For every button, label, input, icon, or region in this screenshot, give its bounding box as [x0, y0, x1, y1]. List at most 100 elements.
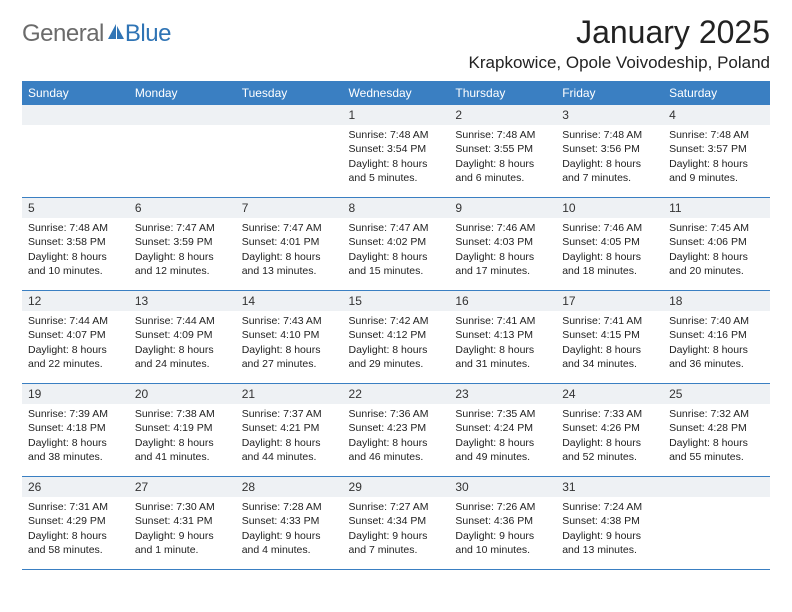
title-block: January 2025 Krapkowice, Opole Voivodesh… — [469, 14, 770, 73]
sunset-text: Sunset: 4:15 PM — [562, 328, 657, 342]
sunrise-text: Sunrise: 7:48 AM — [28, 221, 123, 235]
day-data: Sunrise: 7:48 AMSunset: 3:57 PMDaylight:… — [663, 125, 770, 189]
sunrise-text: Sunrise: 7:38 AM — [135, 407, 230, 421]
daylight-text-2: and 1 minute. — [135, 543, 230, 557]
daylight-text-2: and 27 minutes. — [242, 357, 337, 371]
day-number: 27 — [129, 477, 236, 497]
day-data: Sunrise: 7:44 AMSunset: 4:07 PMDaylight:… — [22, 311, 129, 375]
day-number: 3 — [556, 105, 663, 125]
sunrise-text: Sunrise: 7:24 AM — [562, 500, 657, 514]
sunset-text: Sunset: 4:05 PM — [562, 235, 657, 249]
day-number: 16 — [449, 291, 556, 311]
day-header: Thursday — [449, 82, 556, 105]
sunset-text: Sunset: 3:59 PM — [135, 235, 230, 249]
sunset-text: Sunset: 3:54 PM — [349, 142, 444, 156]
calendar-cell: 6Sunrise: 7:47 AMSunset: 3:59 PMDaylight… — [129, 198, 236, 291]
daylight-text-1: Daylight: 9 hours — [562, 529, 657, 543]
calendar-cell: 10Sunrise: 7:46 AMSunset: 4:05 PMDayligh… — [556, 198, 663, 291]
day-data: Sunrise: 7:47 AMSunset: 4:02 PMDaylight:… — [343, 218, 450, 282]
day-data: Sunrise: 7:39 AMSunset: 4:18 PMDaylight:… — [22, 404, 129, 468]
calendar-week-row: 1Sunrise: 7:48 AMSunset: 3:54 PMDaylight… — [22, 105, 770, 198]
sunrise-text: Sunrise: 7:47 AM — [242, 221, 337, 235]
calendar-cell: 8Sunrise: 7:47 AMSunset: 4:02 PMDaylight… — [343, 198, 450, 291]
sunrise-text: Sunrise: 7:30 AM — [135, 500, 230, 514]
sunset-text: Sunset: 4:10 PM — [242, 328, 337, 342]
header: General Blue January 2025 Krapkowice, Op… — [22, 14, 770, 73]
calendar-cell: 13Sunrise: 7:44 AMSunset: 4:09 PMDayligh… — [129, 291, 236, 384]
day-header: Friday — [556, 82, 663, 105]
daylight-text-1: Daylight: 8 hours — [349, 343, 444, 357]
day-number: 31 — [556, 477, 663, 497]
calendar-cell: 31Sunrise: 7:24 AMSunset: 4:38 PMDayligh… — [556, 477, 663, 570]
sunrise-text: Sunrise: 7:36 AM — [349, 407, 444, 421]
daylight-text-1: Daylight: 8 hours — [242, 250, 337, 264]
sunset-text: Sunset: 4:36 PM — [455, 514, 550, 528]
daylight-text-2: and 10 minutes. — [455, 543, 550, 557]
day-number: 29 — [343, 477, 450, 497]
day-data: Sunrise: 7:44 AMSunset: 4:09 PMDaylight:… — [129, 311, 236, 375]
calendar-cell: 5Sunrise: 7:48 AMSunset: 3:58 PMDaylight… — [22, 198, 129, 291]
daylight-text-2: and 55 minutes. — [669, 450, 764, 464]
day-data: Sunrise: 7:27 AMSunset: 4:34 PMDaylight:… — [343, 497, 450, 561]
daylight-text-1: Daylight: 8 hours — [28, 436, 123, 450]
calendar-cell — [22, 105, 129, 198]
calendar-cell: 22Sunrise: 7:36 AMSunset: 4:23 PMDayligh… — [343, 384, 450, 477]
sunset-text: Sunset: 4:06 PM — [669, 235, 764, 249]
day-data: Sunrise: 7:47 AMSunset: 4:01 PMDaylight:… — [236, 218, 343, 282]
calendar-cell: 14Sunrise: 7:43 AMSunset: 4:10 PMDayligh… — [236, 291, 343, 384]
daylight-text-1: Daylight: 8 hours — [562, 250, 657, 264]
sunrise-text: Sunrise: 7:35 AM — [455, 407, 550, 421]
day-data: Sunrise: 7:43 AMSunset: 4:10 PMDaylight:… — [236, 311, 343, 375]
page-title: January 2025 — [469, 14, 770, 51]
sunrise-text: Sunrise: 7:48 AM — [562, 128, 657, 142]
daylight-text-1: Daylight: 8 hours — [349, 436, 444, 450]
daylight-text-2: and 7 minutes. — [562, 171, 657, 185]
sail-icon — [106, 22, 126, 47]
sunrise-text: Sunrise: 7:33 AM — [562, 407, 657, 421]
daylight-text-2: and 7 minutes. — [349, 543, 444, 557]
day-data: Sunrise: 7:31 AMSunset: 4:29 PMDaylight:… — [22, 497, 129, 561]
calendar-cell: 20Sunrise: 7:38 AMSunset: 4:19 PMDayligh… — [129, 384, 236, 477]
day-data: Sunrise: 7:28 AMSunset: 4:33 PMDaylight:… — [236, 497, 343, 561]
day-number: 11 — [663, 198, 770, 218]
sunrise-text: Sunrise: 7:46 AM — [455, 221, 550, 235]
daylight-text-1: Daylight: 8 hours — [669, 436, 764, 450]
daylight-text-1: Daylight: 9 hours — [135, 529, 230, 543]
day-data: Sunrise: 7:26 AMSunset: 4:36 PMDaylight:… — [449, 497, 556, 561]
daylight-text-2: and 9 minutes. — [669, 171, 764, 185]
sunset-text: Sunset: 4:19 PM — [135, 421, 230, 435]
daylight-text-1: Daylight: 8 hours — [455, 250, 550, 264]
daylight-text-2: and 12 minutes. — [135, 264, 230, 278]
day-number: 2 — [449, 105, 556, 125]
day-data: Sunrise: 7:48 AMSunset: 3:54 PMDaylight:… — [343, 125, 450, 189]
sunset-text: Sunset: 4:07 PM — [28, 328, 123, 342]
daylight-text-2: and 38 minutes. — [28, 450, 123, 464]
sunrise-text: Sunrise: 7:48 AM — [669, 128, 764, 142]
calendar-week-row: 5Sunrise: 7:48 AMSunset: 3:58 PMDaylight… — [22, 198, 770, 291]
calendar-week-row: 19Sunrise: 7:39 AMSunset: 4:18 PMDayligh… — [22, 384, 770, 477]
calendar-table: Sunday Monday Tuesday Wednesday Thursday… — [22, 81, 770, 570]
daylight-text-2: and 22 minutes. — [28, 357, 123, 371]
sunrise-text: Sunrise: 7:39 AM — [28, 407, 123, 421]
logo-text-general: General — [22, 20, 104, 48]
day-data: Sunrise: 7:36 AMSunset: 4:23 PMDaylight:… — [343, 404, 450, 468]
calendar-cell: 29Sunrise: 7:27 AMSunset: 4:34 PMDayligh… — [343, 477, 450, 570]
sunset-text: Sunset: 4:31 PM — [135, 514, 230, 528]
daylight-text-1: Daylight: 9 hours — [455, 529, 550, 543]
calendar-cell: 28Sunrise: 7:28 AMSunset: 4:33 PMDayligh… — [236, 477, 343, 570]
day-data: Sunrise: 7:24 AMSunset: 4:38 PMDaylight:… — [556, 497, 663, 561]
daylight-text-2: and 24 minutes. — [135, 357, 230, 371]
daylight-text-1: Daylight: 8 hours — [28, 529, 123, 543]
day-number-empty — [129, 105, 236, 125]
sunset-text: Sunset: 4:34 PM — [349, 514, 444, 528]
sunset-text: Sunset: 4:24 PM — [455, 421, 550, 435]
sunset-text: Sunset: 4:29 PM — [28, 514, 123, 528]
day-data: Sunrise: 7:47 AMSunset: 3:59 PMDaylight:… — [129, 218, 236, 282]
day-number: 25 — [663, 384, 770, 404]
day-number: 22 — [343, 384, 450, 404]
day-header: Monday — [129, 82, 236, 105]
day-data: Sunrise: 7:33 AMSunset: 4:26 PMDaylight:… — [556, 404, 663, 468]
sunset-text: Sunset: 4:13 PM — [455, 328, 550, 342]
calendar-cell: 23Sunrise: 7:35 AMSunset: 4:24 PMDayligh… — [449, 384, 556, 477]
sunrise-text: Sunrise: 7:48 AM — [349, 128, 444, 142]
